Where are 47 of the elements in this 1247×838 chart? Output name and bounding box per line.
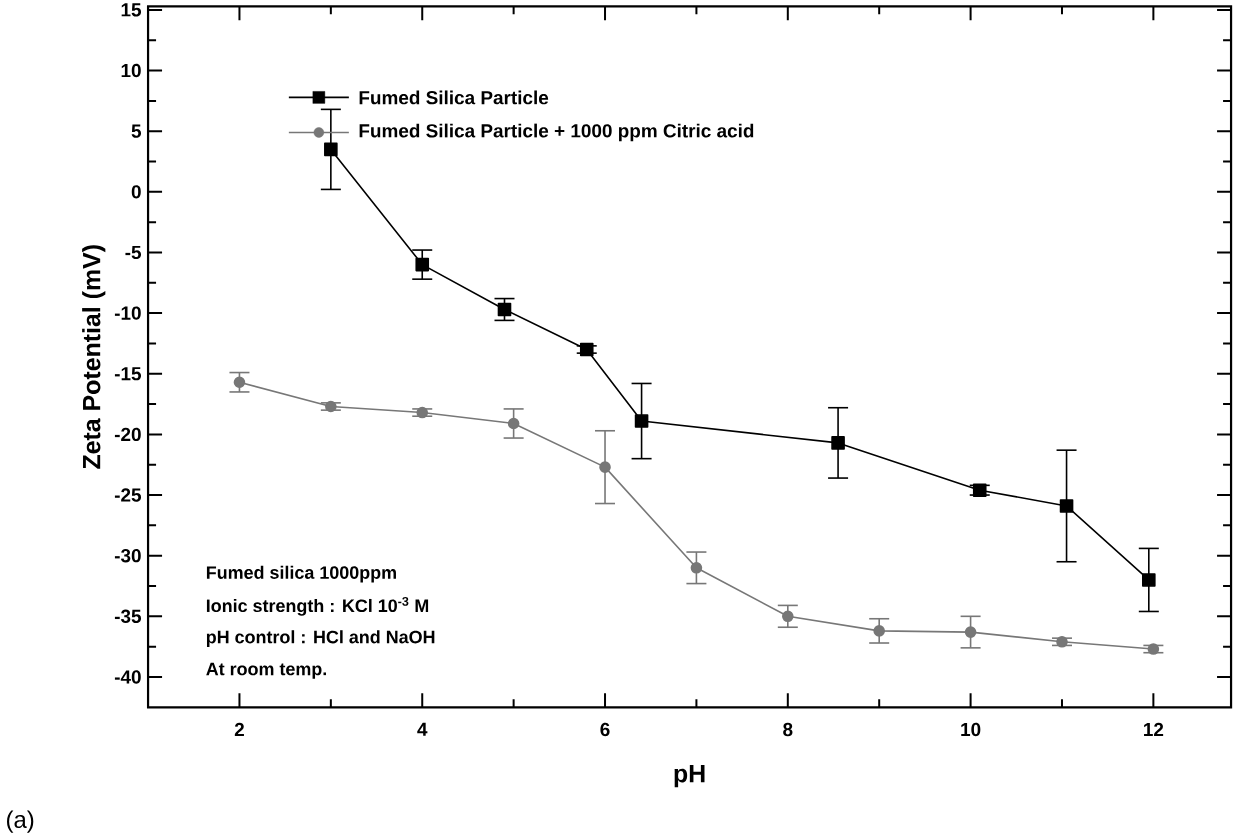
point — [634, 414, 649, 428]
y-tick-label: 10 — [121, 63, 141, 78]
y-tick-label: -30 — [114, 548, 141, 563]
y-tick-label: -25 — [114, 488, 142, 502]
point — [972, 483, 987, 497]
x-axis-title: pH — [674, 764, 705, 788]
y-tick-label: -20 — [114, 427, 141, 441]
point — [831, 435, 845, 450]
point — [964, 626, 977, 638]
y-tick-label: -5 — [125, 245, 142, 259]
x-tick-label: 2 — [234, 722, 244, 736]
y-tick-label: 5 — [131, 124, 142, 138]
point — [507, 417, 520, 430]
annotation: pH control : HCl and NaOH — [206, 630, 435, 647]
legend-label: Fumed Silica Particle — [359, 90, 549, 105]
point — [325, 400, 337, 413]
point — [873, 624, 885, 637]
legend-label: Fumed Silica Particle + 1000 ppm Citric acid — [359, 123, 754, 142]
y-tick-label: 0 — [131, 185, 141, 199]
point — [416, 406, 429, 419]
point — [579, 342, 594, 357]
annotation: At room temp. — [206, 662, 327, 679]
y-axis-title: Zeta Potential (mV) — [82, 245, 106, 469]
x-tick-label: 8 — [783, 722, 793, 737]
y-tick-label: -15 — [114, 367, 142, 381]
x-tick-label: 6 — [600, 722, 610, 737]
y-tick-label: -40 — [114, 670, 141, 684]
point — [599, 461, 611, 473]
point — [1142, 573, 1156, 587]
y-tick-label: 15 — [121, 3, 142, 17]
text: (a) — [7, 810, 34, 833]
point — [1147, 643, 1160, 655]
point — [233, 376, 246, 388]
annotation: Ionic strength : KCl 10$^{-3}$ M — [206, 596, 429, 616]
point — [324, 142, 338, 157]
point — [690, 561, 703, 574]
point — [415, 257, 430, 272]
y-tick-label: -10 — [114, 306, 141, 320]
point — [1056, 635, 1068, 648]
point — [497, 302, 512, 317]
x-tick-label: 10 — [961, 722, 981, 737]
y-tick-label: -35 — [114, 609, 142, 623]
point — [1059, 499, 1074, 513]
annotation: Fumed silica 1000ppm — [206, 565, 396, 583]
point — [782, 610, 794, 622]
x-tick-label: 4 — [417, 722, 428, 736]
x-tick-label: 12 — [1144, 722, 1164, 736]
